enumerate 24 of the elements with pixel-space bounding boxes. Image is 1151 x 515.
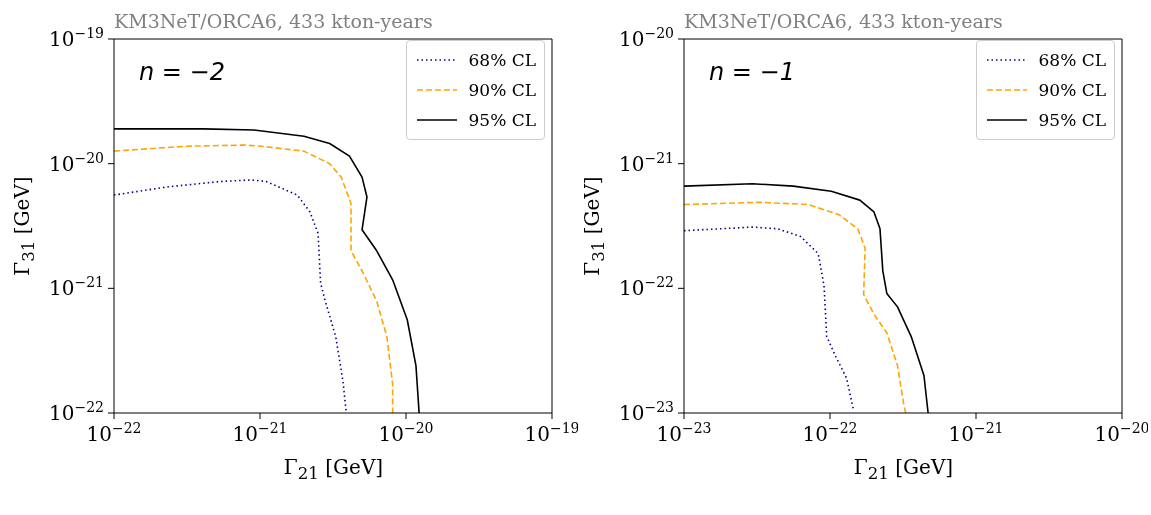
y-tick-label: 10$^{−20}$ [619, 25, 674, 51]
chart-title: KM3NeT/ORCA6, 433 kton-years [114, 10, 433, 32]
legend-label: 90% CL [468, 80, 536, 100]
chart-title: KM3NeT/ORCA6, 433 kton-years [684, 10, 1003, 32]
y-tick-label: 10$^{−19}$ [49, 25, 104, 51]
annotation: n = −1 [709, 58, 795, 86]
x-tick-label: 10$^{−19}$ [524, 420, 580, 446]
legend-label: 90% CL [1038, 80, 1106, 100]
x-tick-label: 10$^{−20}$ [378, 420, 434, 446]
legend-label: 68% CL [468, 50, 536, 70]
annotation: n = −2 [139, 58, 225, 86]
legend-label: 68% CL [1038, 50, 1106, 70]
y-tick-label: 10$^{−20}$ [49, 149, 104, 176]
legend-label: 95% CL [1038, 110, 1106, 130]
x-tick-label: 10$^{−21}$ [948, 420, 1004, 446]
x-tick-label: 10$^{−20}$ [1094, 420, 1150, 446]
x-tick-label: 10$^{−21}$ [232, 420, 288, 446]
x-axis-title: Γ$_{21}$ [GeV] [282, 455, 385, 483]
y-tick-label: 10$^{−21}$ [49, 274, 104, 301]
x-axis-title: Γ$_{21}$ [GeV] [852, 455, 955, 483]
x-tick-label: 10$^{−22}$ [802, 420, 858, 446]
y-tick-label: 10$^{−22}$ [619, 274, 674, 301]
legend-label: 95% CL [468, 110, 536, 130]
y-tick-label: 10$^{−21}$ [619, 149, 674, 176]
